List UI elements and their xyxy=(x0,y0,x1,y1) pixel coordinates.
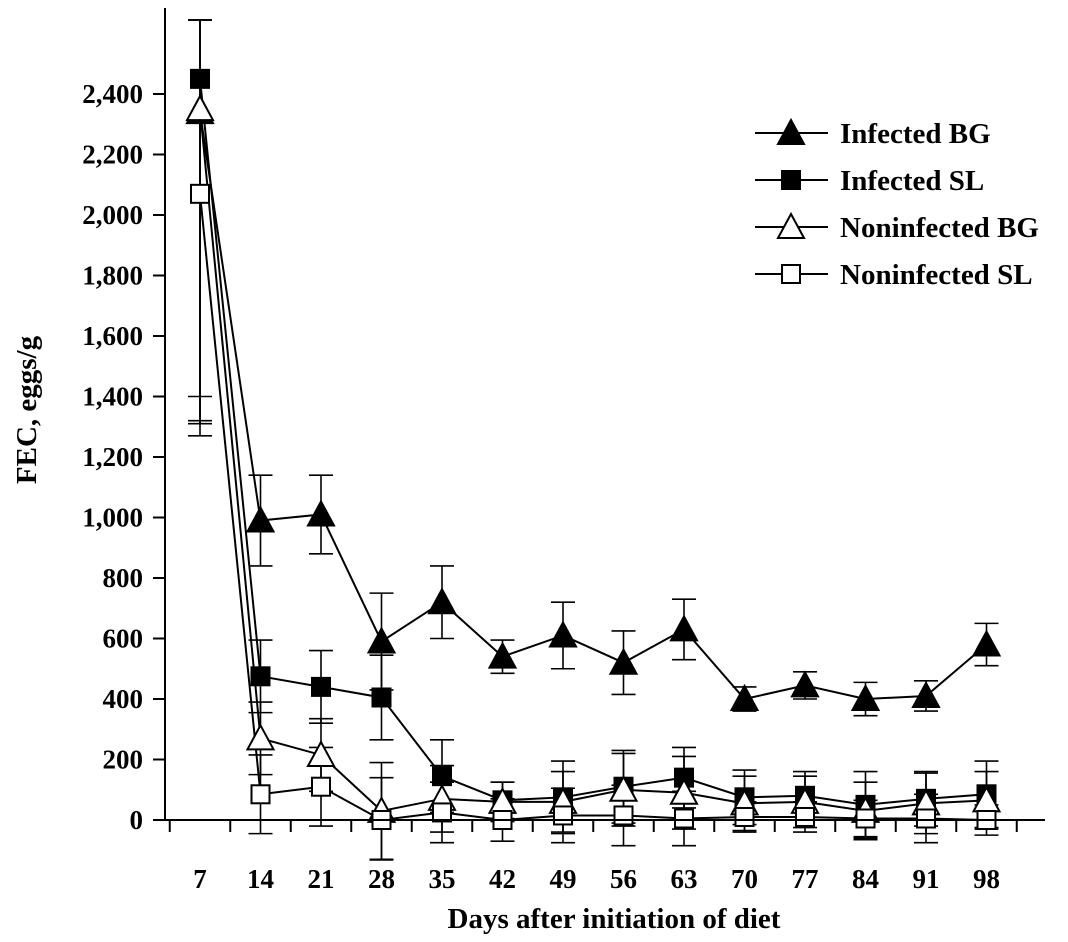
y-tick-label: 2,200 xyxy=(82,140,143,170)
infected-bg-point xyxy=(971,629,1002,657)
x-tick-label: 7 xyxy=(193,864,207,894)
infected-bg-point xyxy=(850,683,881,711)
infected-bg-point xyxy=(608,647,639,675)
noninfected-bg-point xyxy=(185,94,215,122)
legend-marker-noninfected-bg xyxy=(776,211,806,239)
infected-bg-point xyxy=(790,670,820,698)
x-tick-label: 14 xyxy=(247,864,274,894)
infected-bg-point xyxy=(487,641,518,669)
infected-bg-point xyxy=(669,614,699,642)
noninfected-bg-point xyxy=(306,739,336,767)
infected-sl-point xyxy=(190,68,210,89)
infected-bg-point xyxy=(306,499,336,527)
infected-bg-point xyxy=(427,587,457,615)
infected-bg-point xyxy=(245,505,276,533)
series-markers xyxy=(185,68,1002,830)
noninfected-sl-point xyxy=(916,808,936,829)
x-tick-label: 28 xyxy=(368,864,395,894)
infected-bg-line xyxy=(199,112,988,701)
x-axis-title: Days after initiation of diet xyxy=(448,903,781,935)
infected-sl-point xyxy=(371,687,392,708)
y-tick-label: 1,800 xyxy=(82,261,143,291)
y-axis-title: FEC, eggs/g xyxy=(11,335,43,484)
axes xyxy=(153,8,1045,832)
infected-bg-point xyxy=(911,680,941,708)
infected-sl-point xyxy=(432,766,452,787)
legend-label-noninfected-bg: Noninfected BG xyxy=(840,212,1039,244)
noninfected-sl-point xyxy=(432,802,452,823)
noninfected-bg-point xyxy=(669,777,699,805)
noninfected-bg-point xyxy=(245,723,276,751)
x-tick-label: 84 xyxy=(852,864,879,894)
legend-marker-infected-sl xyxy=(781,170,801,190)
y-tick-label: 1,200 xyxy=(82,442,143,472)
y-tick-label: 1,000 xyxy=(82,503,143,533)
noninfected-sl-point xyxy=(250,784,271,805)
legend-label-infected-bg: Infected BG xyxy=(840,118,991,150)
x-tick-label: 56 xyxy=(610,864,637,894)
y-tick-label: 1,400 xyxy=(82,382,143,412)
legend-label-noninfected-sl: Noninfected SL xyxy=(840,259,1033,291)
infected-bg-point xyxy=(548,620,578,648)
legend-label-infected-sl: Infected SL xyxy=(840,165,984,197)
legend-marker-infected-bg xyxy=(776,117,806,145)
y-tick-label: 2,400 xyxy=(82,79,143,109)
y-tick-label: 0 xyxy=(130,805,144,835)
legend-marker-noninfected-sl xyxy=(781,264,801,284)
noninfected-sl-point xyxy=(855,808,876,829)
x-tick-label: 70 xyxy=(731,864,758,894)
x-tick-label: 91 xyxy=(913,864,940,894)
x-tick-label: 98 xyxy=(973,864,1000,894)
y-tick-label: 200 xyxy=(103,745,144,775)
noninfected-sl-point xyxy=(553,805,573,826)
x-tick-label: 49 xyxy=(550,864,577,894)
infected-bg-point xyxy=(366,626,397,654)
y-tick-label: 800 xyxy=(103,563,144,593)
y-tick-label: 400 xyxy=(103,684,144,714)
infected-bg-point xyxy=(729,683,760,711)
x-tick-label: 21 xyxy=(308,864,335,894)
x-tick-label: 42 xyxy=(489,864,516,894)
legend: Infected BG Infected SL Noninfected BG Noni… xyxy=(755,117,1039,291)
infected-sl-point xyxy=(250,666,271,687)
noninfected-sl-point xyxy=(311,776,331,797)
x-tick-label: 63 xyxy=(671,864,698,894)
x-tick-label: 35 xyxy=(429,864,456,894)
noninfected-sl-point xyxy=(795,806,815,827)
noninfected-sl-point xyxy=(674,808,694,829)
y-tick-label: 600 xyxy=(103,624,144,654)
y-tick-label: 1,600 xyxy=(82,321,143,351)
x-tick-label: 77 xyxy=(792,864,819,894)
tick-labels: 0 200 400 600 800 1,000 1,200 1,400 1,600 1,800 2,… xyxy=(82,79,1000,894)
y-tick-label: 2,000 xyxy=(82,200,143,230)
noninfected-bg-point xyxy=(608,774,639,802)
infected-sl-point xyxy=(311,676,331,697)
noninfected-sl-point xyxy=(734,806,755,827)
noninfected-sl-point xyxy=(613,805,634,826)
infected-sl-line xyxy=(199,78,987,806)
noninfected-sl-point xyxy=(190,183,210,204)
